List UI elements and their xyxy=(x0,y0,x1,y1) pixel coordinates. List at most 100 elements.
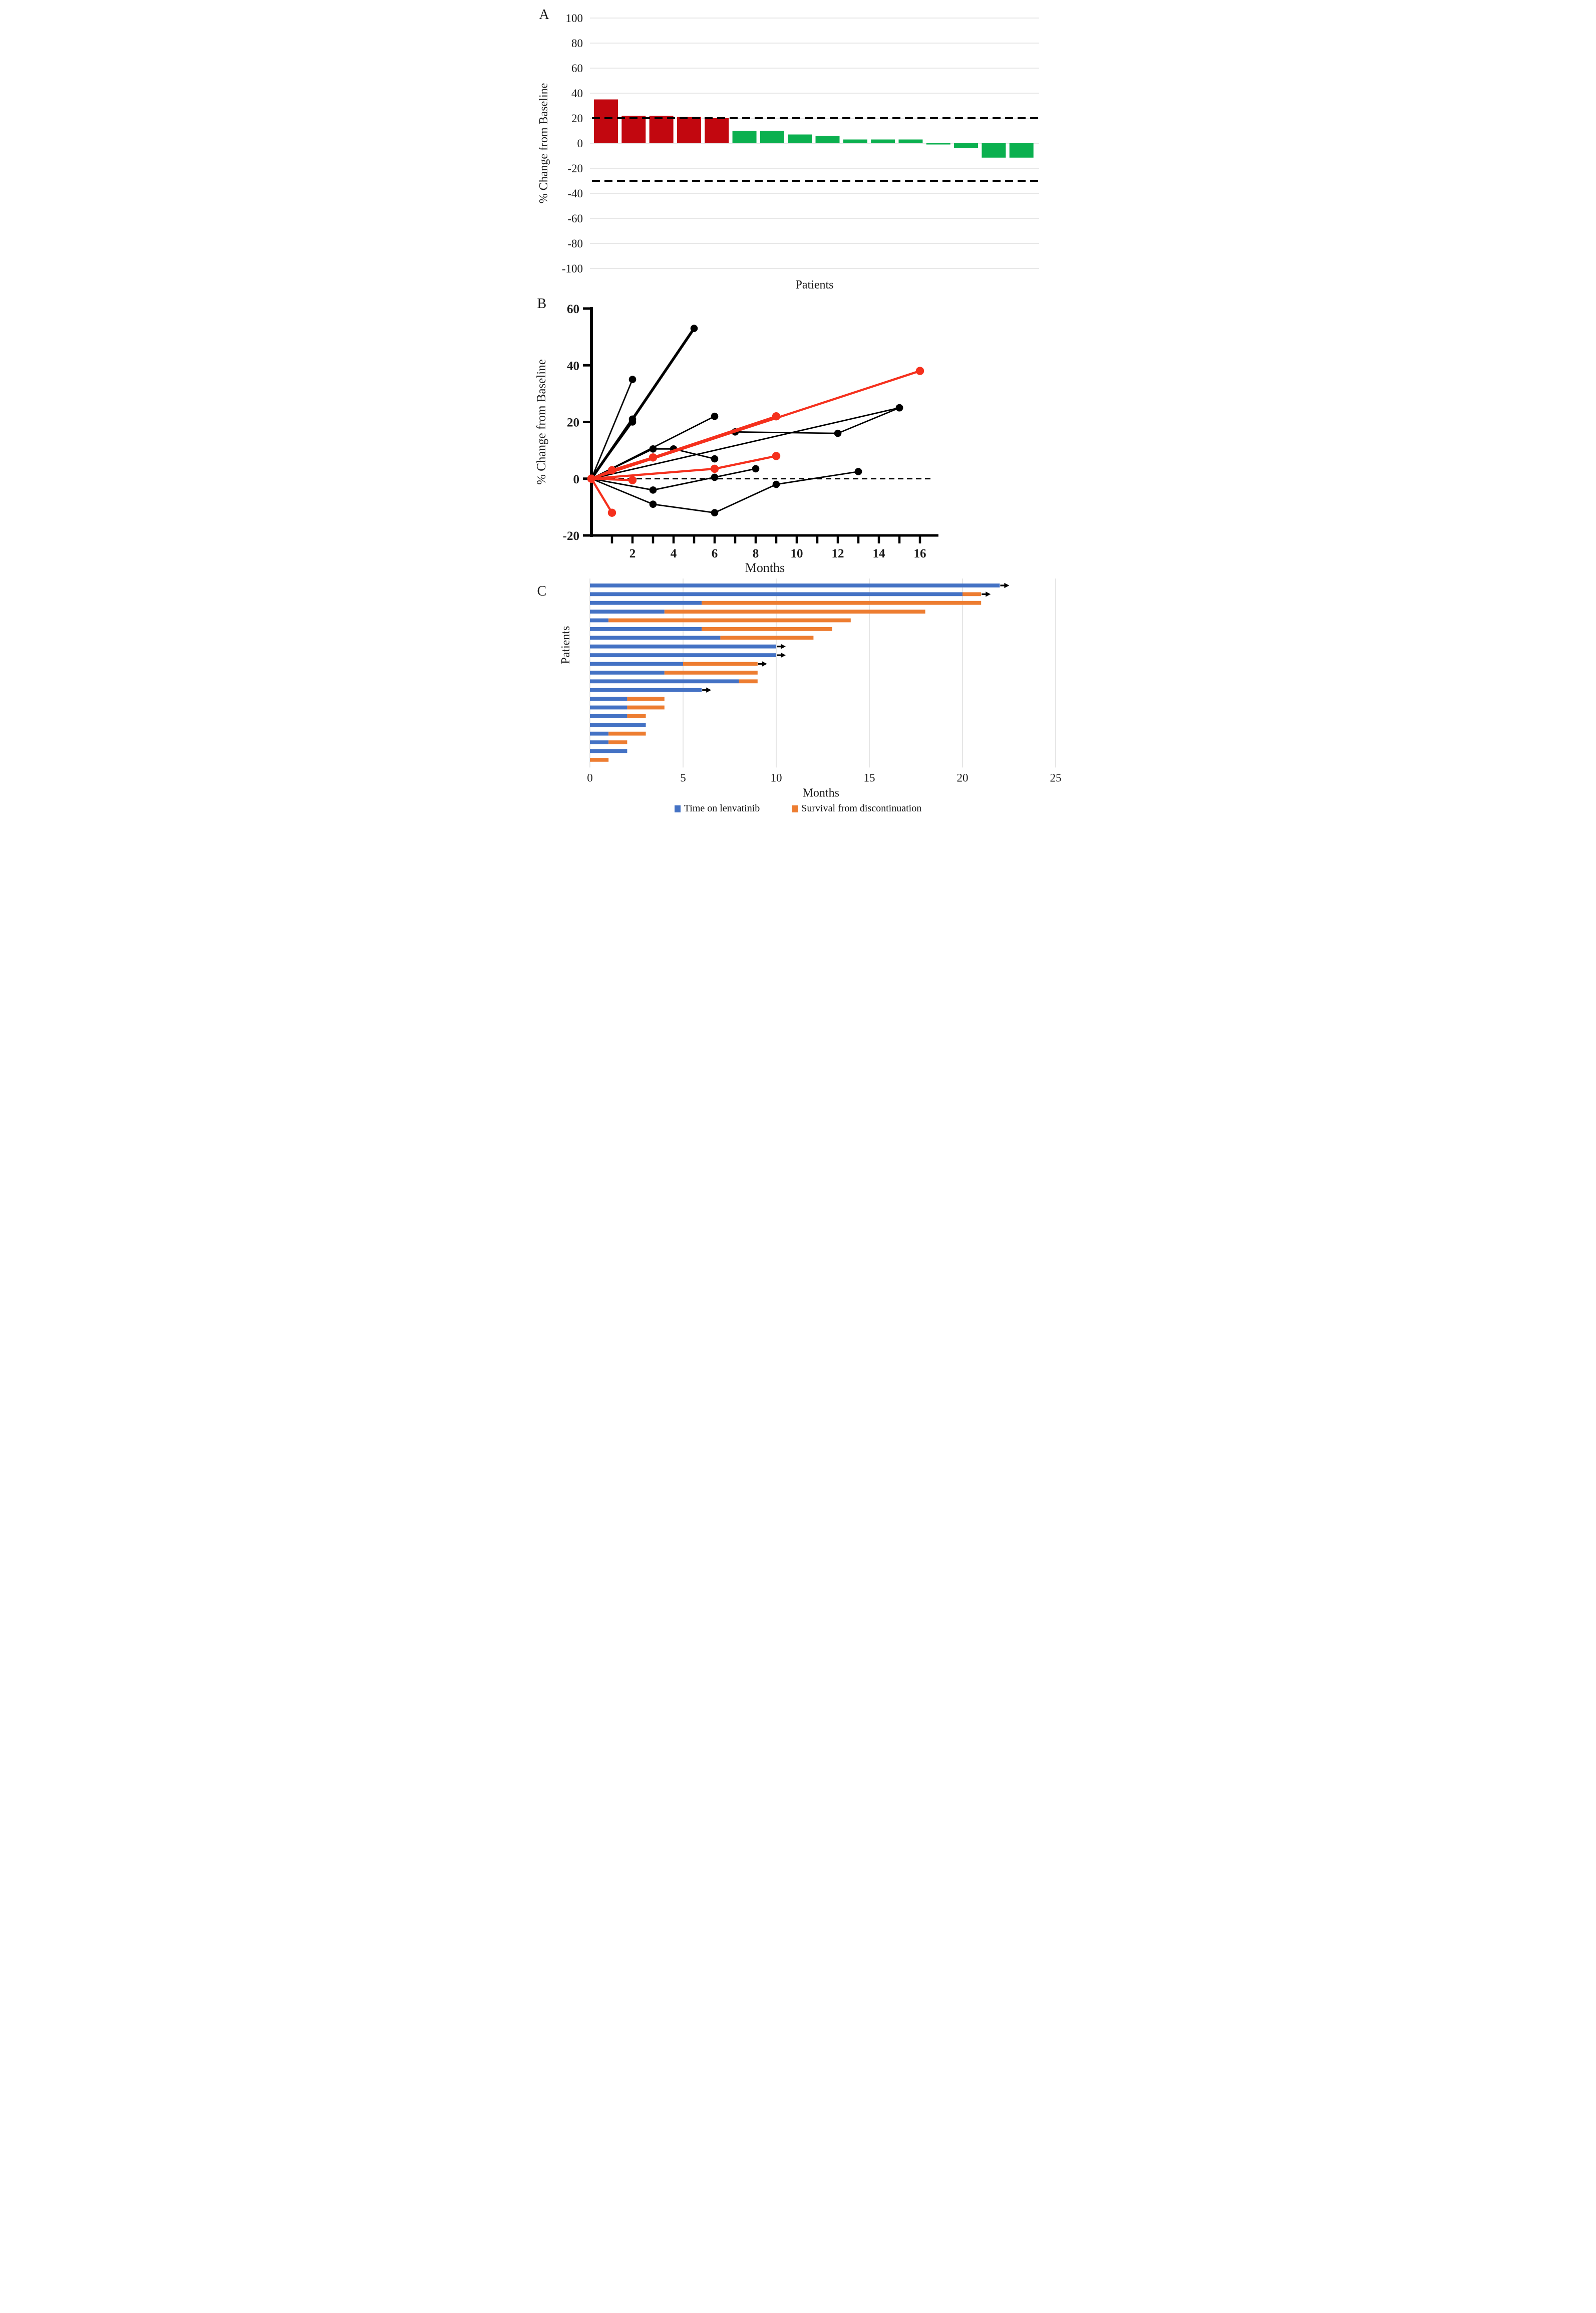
swimmer-row xyxy=(589,592,991,597)
waterfall-bar-positive xyxy=(760,131,784,143)
x-axis-title: Patients xyxy=(795,278,833,292)
y-tick-label: 20 xyxy=(571,112,583,125)
swimmer-bar-on-treatment xyxy=(589,610,665,614)
swimmer-legend: Time on lenvatinib Survival from discont… xyxy=(532,803,1064,821)
data-point xyxy=(607,508,616,517)
swimmer-bar-post-treatment xyxy=(739,679,758,684)
ongoing-arrow-head xyxy=(762,661,767,667)
swimmer-bar-on-treatment xyxy=(589,749,627,753)
y-tick-label: 20 xyxy=(567,416,579,430)
data-point xyxy=(649,500,657,508)
x-tick-label: 25 xyxy=(1050,771,1061,784)
legend-swatch-blue-icon xyxy=(674,805,681,812)
swimmer-bar-on-treatment xyxy=(589,644,776,649)
x-tick-label: 14 xyxy=(872,547,885,560)
swimmer-bar-on-treatment xyxy=(589,705,627,710)
swimmer-row xyxy=(589,652,786,658)
panel-a-letter: A xyxy=(539,7,549,23)
data-point xyxy=(711,412,718,420)
data-point xyxy=(628,376,636,383)
swimmer-bar-on-treatment xyxy=(589,723,646,727)
y-tick-label: 40 xyxy=(567,359,579,373)
waterfall-bar-positive xyxy=(870,139,895,143)
swimmer-row xyxy=(589,627,832,631)
data-point xyxy=(710,464,719,473)
swimmer-row xyxy=(589,636,813,640)
swimmer-bar-post-treatment xyxy=(720,636,813,640)
data-point xyxy=(915,367,924,375)
waterfall-bar-positive xyxy=(843,139,867,143)
y-tick-label: 0 xyxy=(573,473,579,486)
swimmer-bar-post-treatment xyxy=(664,610,925,614)
y-tick-label: -20 xyxy=(562,529,579,543)
y-axis-title: % Change from Baseline xyxy=(537,83,550,204)
x-tick-label: 8 xyxy=(752,547,759,560)
data-point xyxy=(587,474,595,483)
legend-item-time-on-lenvatinib: Time on lenvatinib xyxy=(674,803,760,814)
swimmer-row xyxy=(589,723,646,727)
spider-line xyxy=(590,370,920,480)
waterfall-bar-positive xyxy=(898,139,922,143)
swimmer-row xyxy=(589,679,758,684)
data-point xyxy=(834,429,841,437)
waterfall-bar-positive xyxy=(621,116,646,143)
data-point xyxy=(711,473,718,481)
data-point xyxy=(772,412,780,421)
data-point xyxy=(628,476,636,484)
swimmer-bar-on-treatment xyxy=(589,671,665,675)
data-point xyxy=(895,404,903,412)
swimmer-bar-on-treatment xyxy=(589,688,702,692)
y-tick-label: 40 xyxy=(571,87,583,100)
spider-line xyxy=(591,468,756,491)
y-tick-label: 0 xyxy=(577,137,583,150)
x-tick-label: 10 xyxy=(790,547,803,560)
swimmer-row xyxy=(589,661,767,667)
swimmer-row xyxy=(589,697,665,701)
swimmer-bar-post-treatment xyxy=(701,627,832,631)
legend-swatch-orange-icon xyxy=(792,805,798,812)
swimmer-plot-chart: 0 5 10 15 20 25 Months Patients xyxy=(559,579,1061,799)
data-point xyxy=(690,325,698,332)
swimmer-bar-on-treatment xyxy=(589,731,608,736)
data-point xyxy=(649,445,657,453)
spider-line xyxy=(591,407,899,480)
y-tick-label: -20 xyxy=(567,162,583,175)
y-tick-label: -60 xyxy=(567,212,583,225)
x-tick-label: 4 xyxy=(670,547,677,560)
swimmer-bar-post-treatment xyxy=(589,758,608,762)
data-point xyxy=(772,480,780,488)
x-tick-label: 5 xyxy=(680,771,686,784)
swimmer-row xyxy=(589,671,758,675)
swimmer-bar-post-treatment xyxy=(701,601,981,605)
panel-c: C 0 5 10 15 20 25 Months Patients Time on lenva… xyxy=(532,576,1064,821)
waterfall-bar-negative xyxy=(926,143,950,145)
x-axis-title: Months xyxy=(802,786,839,799)
ongoing-arrow-head xyxy=(1004,583,1009,589)
y-tick-label: 60 xyxy=(571,62,583,75)
data-point xyxy=(772,452,780,460)
swimmer-row xyxy=(589,758,608,762)
x-tick-label: 16 xyxy=(913,547,926,560)
swimmer-row xyxy=(589,618,851,623)
data-point xyxy=(711,509,718,516)
swimmer-bar-on-treatment xyxy=(589,662,683,666)
waterfall-bar-positive xyxy=(704,118,729,143)
swimmer-bar-on-treatment xyxy=(589,592,963,597)
swimmer-bar-post-treatment xyxy=(626,697,665,701)
spider-line xyxy=(590,415,777,480)
swimmer-bar-on-treatment xyxy=(589,584,1000,588)
y-axis-title: % Change from Baseline xyxy=(535,359,548,485)
swimmer-bar-on-treatment xyxy=(589,618,608,623)
x-tick-label: 15 xyxy=(863,771,875,784)
panel-c-letter: C xyxy=(537,584,547,599)
swimmer-row xyxy=(589,714,646,718)
swimmer-row xyxy=(589,687,711,693)
panel-b: B 60 40 20 0 -20 2 4 6 8 10 12 14 16 Months % Change f… xyxy=(532,296,1064,576)
y-tick-label: -80 xyxy=(567,237,583,250)
swimmer-bar-post-treatment xyxy=(626,705,665,710)
swimmer-bar-post-treatment xyxy=(962,592,981,597)
y-tick-label: 60 xyxy=(567,303,579,316)
waterfall-bar-positive xyxy=(649,116,674,143)
data-point xyxy=(649,453,657,462)
ongoing-arrow-head xyxy=(985,592,991,597)
